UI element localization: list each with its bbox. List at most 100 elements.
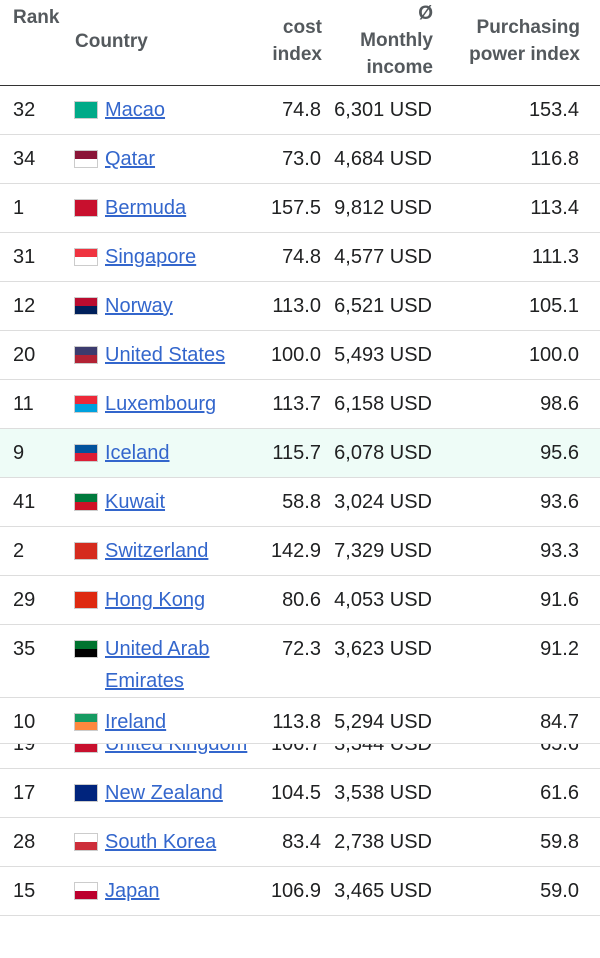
monthly-income: 3,538 USD <box>334 782 432 804</box>
flag <box>74 784 98 802</box>
table-row: 17 New Zealand 104.5 3,538 USD 61.6 <box>0 769 600 818</box>
flag-cell <box>74 339 105 379</box>
country-link[interactable]: Hong Kong <box>105 589 206 611</box>
monthly-income: 2,738 USD <box>334 831 432 853</box>
flag <box>74 444 98 462</box>
flag-cell <box>74 143 105 183</box>
table-row: 29 Hong Kong 80.6 4,053 USD 91.6 <box>0 576 600 625</box>
rank: 2 <box>13 540 25 562</box>
flag <box>74 713 98 731</box>
monthly-income: 3,623 USD <box>334 638 432 660</box>
header-country[interactable]: Country <box>75 31 148 52</box>
header-cost[interactable]: cost index <box>272 17 322 65</box>
monthly-income: 6,521 USD <box>334 295 432 317</box>
flag <box>74 297 98 315</box>
purchasing-power-index: 59.8 <box>540 831 579 853</box>
monthly-income: 4,053 USD <box>334 589 432 611</box>
table-row: 11 Luxembourg 113.7 6,158 USD 98.6 <box>0 380 600 429</box>
table-row: 15 Japan 106.9 3,465 USD 59.0 <box>0 867 600 916</box>
flag <box>74 591 98 609</box>
flag <box>74 542 98 560</box>
flag-cell <box>74 192 105 232</box>
cost-index: 113.8 <box>272 711 321 733</box>
country-link[interactable]: Ireland <box>105 711 167 733</box>
flag-cell <box>74 486 105 526</box>
purchasing-power-index: 116.8 <box>530 148 579 170</box>
monthly-income: 5,493 USD <box>334 344 432 366</box>
cost-index: 113.0 <box>272 295 321 317</box>
table-row: 31 Singapore 74.8 4,577 USD 111.3 <box>0 233 600 282</box>
flag-cell <box>74 633 105 697</box>
country-link[interactable]: Norway <box>105 295 173 317</box>
flag <box>74 150 98 168</box>
flag-cell <box>74 388 105 428</box>
cost-index: 104.5 <box>270 782 321 804</box>
rank: 35 <box>13 638 36 660</box>
purchasing-power-index: 100.0 <box>528 344 579 366</box>
table-row: 12 Norway 113.0 6,521 USD 105.1 <box>0 282 600 331</box>
cost-index: 74.8 <box>282 99 321 121</box>
purchasing-power-index: 84.7 <box>540 711 579 733</box>
rank: 29 <box>13 589 36 611</box>
country-link[interactable]: Kuwait <box>105 491 166 513</box>
monthly-income: 4,577 USD <box>334 246 432 268</box>
cost-index: 80.6 <box>282 589 321 611</box>
flag <box>74 346 98 364</box>
country-link[interactable]: Japan <box>105 880 160 902</box>
purchasing-power-index: 59.0 <box>540 880 579 902</box>
table-row: 2 Switzerland 142.9 7,329 USD 93.3 <box>0 527 600 576</box>
flag-cell <box>74 535 105 575</box>
flag-cell <box>74 706 105 743</box>
flag <box>74 248 98 266</box>
cost-index: 157.5 <box>270 197 321 219</box>
rank: 34 <box>13 148 36 170</box>
cost-index: 115.7 <box>272 442 321 464</box>
flag <box>74 199 98 217</box>
monthly-income: 6,158 USD <box>334 393 432 415</box>
country-link[interactable]: Switzerland <box>105 540 209 562</box>
country-link[interactable]: Macao <box>105 99 166 121</box>
table-row: 41 Kuwait 58.8 3,024 USD 93.6 <box>0 478 600 527</box>
country-link[interactable]: Iceland <box>105 442 170 464</box>
header-rank[interactable]: Rank <box>13 7 60 28</box>
country-link[interactable]: United Arab Emirates <box>105 638 210 692</box>
cost-index: 100.0 <box>270 344 321 366</box>
country-link[interactable]: Singapore <box>105 246 197 268</box>
purchasing-power-index: 93.3 <box>540 540 579 562</box>
table-body: 32 Macao 74.8 6,301 USD 153.4 34 Qatar 73.0 4,68… <box>0 86 600 916</box>
country-link[interactable]: New Zealand <box>105 782 223 804</box>
rank: 12 <box>13 295 36 317</box>
cost-index: 74.8 <box>282 246 321 268</box>
country-link[interactable]: United States <box>105 344 226 366</box>
cost-index: 73.0 <box>282 148 321 170</box>
country-link[interactable]: Bermuda <box>105 197 187 219</box>
cost-index: 58.8 <box>282 491 321 513</box>
flag <box>74 493 98 511</box>
header-ppi[interactable]: Purchasing power index <box>469 17 580 65</box>
rank: 31 <box>13 246 36 268</box>
flag-cell <box>74 584 105 624</box>
purchasing-power-index: 91.2 <box>540 638 579 660</box>
country-link[interactable]: Qatar <box>105 148 156 170</box>
purchasing-power-index: 91.6 <box>540 589 579 611</box>
flag-cell <box>74 94 105 134</box>
monthly-income: 6,301 USD <box>334 99 432 121</box>
table-row: 9 Iceland 115.7 6,078 USD 95.6 <box>0 429 600 478</box>
purchasing-power-index: 105.1 <box>528 295 579 317</box>
monthly-income: 6,078 USD <box>334 442 432 464</box>
rank: 28 <box>13 831 36 853</box>
rank: 20 <box>13 344 36 366</box>
cost-index: 142.9 <box>270 540 321 562</box>
purchasing-power-index: 111.3 <box>531 246 579 268</box>
rank: 10 <box>13 711 36 733</box>
country-link[interactable]: South Korea <box>105 831 217 853</box>
rank: 15 <box>13 880 36 902</box>
header-income[interactable]: Ø Monthly income <box>360 3 433 78</box>
table-row: 35 United Arab Emirates 72.3 3,623 USD 91.2 <box>0 625 600 698</box>
purchasing-power-index: 95.6 <box>540 442 579 464</box>
purchasing-power-index: 98.6 <box>540 393 579 415</box>
monthly-income: 3,465 USD <box>334 880 432 902</box>
flag-cell <box>74 290 105 330</box>
country-link[interactable]: Luxembourg <box>105 393 217 415</box>
cost-index: 83.4 <box>282 831 321 853</box>
